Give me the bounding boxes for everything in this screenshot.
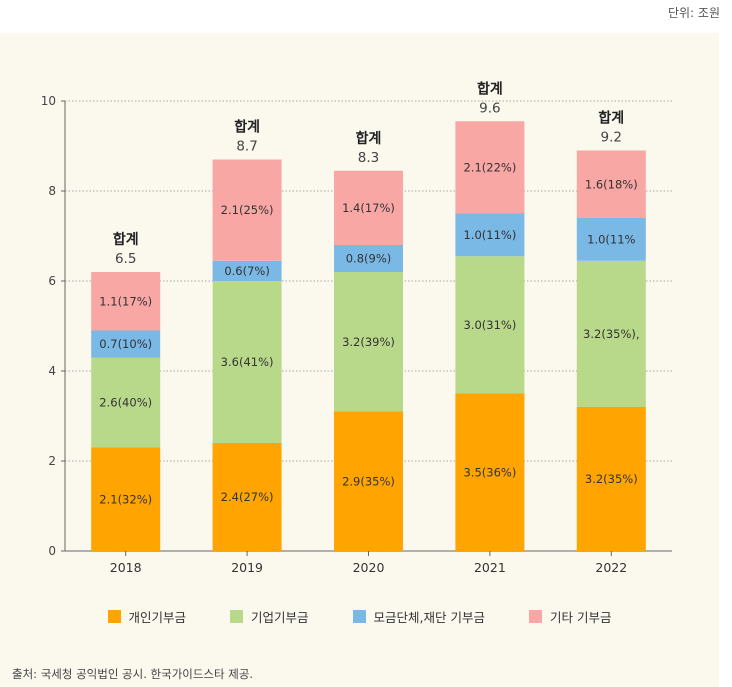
- legend-item-individual: 개인기부금: [107, 607, 187, 626]
- bar-segment-2021-s1: [455, 256, 525, 394]
- bar-segment-2020-s1: [334, 272, 403, 412]
- y-tick-label-4: 4: [48, 364, 56, 378]
- y-tick-label-8: 8: [48, 184, 56, 198]
- bar-segment-2018-s2: [91, 330, 161, 358]
- total-value-2022: 9.2: [601, 130, 622, 146]
- bar-segment-2019-s0: [212, 443, 282, 551]
- data-label-2018-s1: 2.6(40%): [99, 396, 152, 410]
- data-label-2018-s2: 0.7(10%): [99, 337, 152, 351]
- data-label-2019-s0: 2.4(27%): [221, 490, 274, 504]
- legend-item-other: 기타 기부금: [529, 607, 611, 626]
- bar-segment-2021-s3: [455, 121, 525, 214]
- x-tick-label-2020: 2020: [353, 560, 385, 575]
- bar-segment-2018-s0: [91, 447, 161, 551]
- total-label-2020: 합계: [356, 130, 382, 147]
- data-label-2021-s0: 3.5(36%): [463, 465, 516, 479]
- data-label-2018-s3: 1.1(17%): [99, 294, 152, 308]
- legend-label-individual: 개인기부금: [128, 610, 187, 625]
- legend-label-fundraising: 모금단체,재단 기부금: [373, 610, 485, 625]
- data-label-2021-s2: 1.0(11%): [463, 228, 516, 242]
- legend-swatch-other: [529, 610, 542, 623]
- data-label-2022-s2: 1.0(11%: [587, 232, 635, 246]
- legend-label-corporate: 기업기부금: [251, 610, 309, 625]
- bar-segment-2022-s1: [576, 260, 646, 407]
- bar-segment-2019-s1: [212, 281, 282, 443]
- data-label-2019-s3: 2.1(25%): [221, 203, 274, 217]
- y-tick-label-10: 10: [41, 94, 56, 108]
- legend-item-corporate: 기업기부금: [230, 607, 309, 626]
- data-label-2020-s1: 3.2(39%): [342, 335, 395, 349]
- legend-label-other: 기타 기부금: [550, 610, 612, 625]
- bar-segment-2018-s3: [91, 272, 161, 331]
- total-value-2018: 6.5: [115, 251, 136, 267]
- data-label-2020-s2: 0.8(9%): [346, 252, 392, 266]
- data-label-2022-s3: 1.6(18%): [585, 177, 638, 191]
- total-value-2019: 8.7: [236, 139, 257, 155]
- bar-segment-2022-s2: [576, 218, 646, 261]
- bar-segment-2018-s1: [91, 357, 161, 448]
- data-label-2022-s0: 3.2(35%): [585, 472, 638, 486]
- data-label-2021-s1: 3.0(31%): [463, 318, 516, 332]
- chart-legend: 개인기부금 기업기부금 모금단체,재단 기부금 기타 기부금: [0, 607, 719, 626]
- x-tick-label-2018: 2018: [110, 560, 142, 575]
- bar-segment-2019-s3: [212, 159, 282, 261]
- source-note: 출처: 국세청 공익법인 공시. 한국가이드스타 제공.: [12, 667, 254, 681]
- bar-segment-2020-s0: [334, 411, 403, 551]
- total-label-2018: 합계: [113, 231, 139, 248]
- legend-swatch-corporate: [230, 610, 244, 623]
- x-tick-label-2022: 2022: [595, 560, 627, 575]
- x-tick-label-2021: 2021: [474, 560, 506, 575]
- total-value-2021: 9.6: [479, 100, 500, 116]
- data-label-2019-s1: 3.6(41%): [221, 355, 274, 369]
- bar-segment-2019-s2: [212, 260, 282, 281]
- bar-segment-2020-s2: [334, 245, 403, 272]
- x-tick-label-2019: 2019: [231, 560, 263, 575]
- total-value-2020: 8.3: [358, 150, 379, 166]
- bar-segment-2020-s3: [334, 170, 403, 245]
- total-label-2022: 합계: [598, 110, 624, 127]
- legend-swatch-individual: [107, 610, 121, 623]
- unit-note: 단위: 조원: [667, 6, 720, 20]
- bar-segment-2022-s3: [576, 150, 646, 218]
- data-label-2018-s0: 2.1(32%): [99, 492, 152, 506]
- bar-segment-2021-s2: [455, 213, 525, 257]
- bar-segment-2022-s0: [576, 407, 646, 551]
- y-tick-label-6: 6: [48, 274, 56, 288]
- total-label-2021: 합계: [477, 80, 503, 97]
- data-label-2019-s2: 0.6(7%): [224, 264, 270, 278]
- bar-segment-2021-s0: [455, 393, 525, 551]
- data-label-2020-s3: 1.4(17%): [342, 201, 395, 215]
- data-label-2022-s1: 3.2(35%),: [583, 327, 639, 341]
- data-label-2021-s3: 2.1(22%): [463, 160, 516, 174]
- legend-item-fundraising: 모금단체,재단 기부금: [352, 607, 485, 626]
- data-label-2020-s0: 2.9(35%): [342, 474, 395, 488]
- y-tick-label-0: 0: [48, 544, 56, 558]
- y-tick-label-2: 2: [48, 454, 56, 468]
- legend-swatch-fundraising: [352, 610, 366, 623]
- total-label-2019: 합계: [234, 119, 260, 136]
